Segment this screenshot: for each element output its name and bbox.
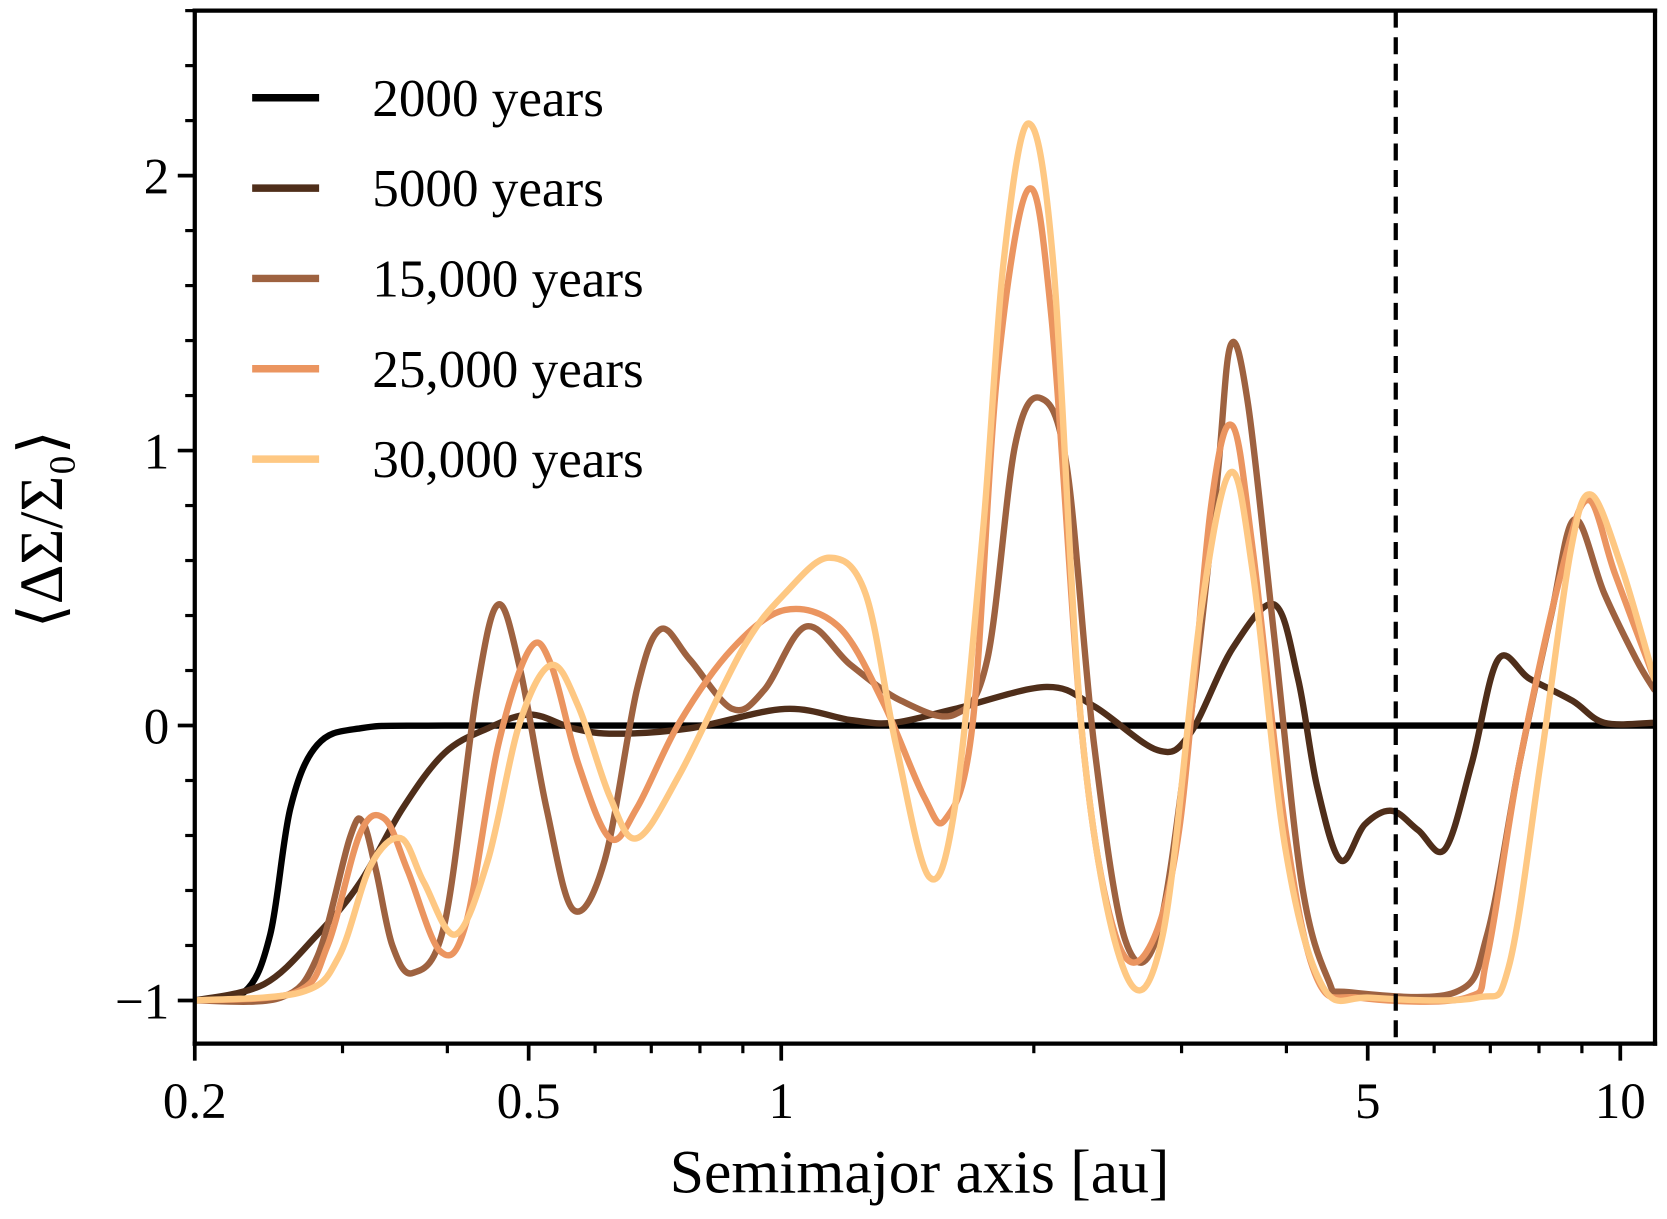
x-tick-label: 0.5 xyxy=(497,1074,561,1130)
y-tick-label: −1 xyxy=(115,975,169,1031)
legend-label: 2000 years xyxy=(372,70,604,128)
series-layer xyxy=(194,120,1656,1005)
x-tick-label: 0.2 xyxy=(163,1074,227,1130)
legend-item: 30,000 years xyxy=(252,431,644,489)
y-axis-title: ⟨ΔΣ/Σ₀⟩ xyxy=(8,430,76,628)
legend-item: 15,000 years xyxy=(252,251,644,309)
x-tick-label: 10 xyxy=(1595,1074,1646,1130)
legend: 2000 years 5000 years 15,000 years 25,000 y… xyxy=(252,70,644,489)
x-tick-label: 1 xyxy=(768,1074,794,1130)
legend-item: 2000 years xyxy=(252,70,604,128)
y-tick-label: 0 xyxy=(144,700,170,756)
legend-label: 30,000 years xyxy=(372,431,643,489)
x-axis-title: Semimajor axis [au] xyxy=(670,1138,1170,1206)
series-line-30-000-years xyxy=(194,120,1656,1005)
series-line-2000-years xyxy=(194,722,1656,1004)
y-tick-label: 1 xyxy=(144,425,170,481)
x-tick-label: 5 xyxy=(1355,1074,1381,1130)
legend-label: 25,000 years xyxy=(372,341,643,399)
series-line-25-000-years xyxy=(194,185,1656,1005)
legend-item: 5000 years xyxy=(252,160,604,218)
legend-item: 25,000 years xyxy=(252,341,644,399)
legend-label: 5000 years xyxy=(372,160,604,218)
series-line-5000-years xyxy=(194,600,1656,1004)
series-line-15-000-years xyxy=(194,338,1656,1005)
legend-label: 15,000 years xyxy=(372,251,643,309)
y-tick-label: 2 xyxy=(144,150,170,206)
axes-layer: 0.2 0.5 1 5 10 −1 0 1 2 xyxy=(115,8,1658,1130)
